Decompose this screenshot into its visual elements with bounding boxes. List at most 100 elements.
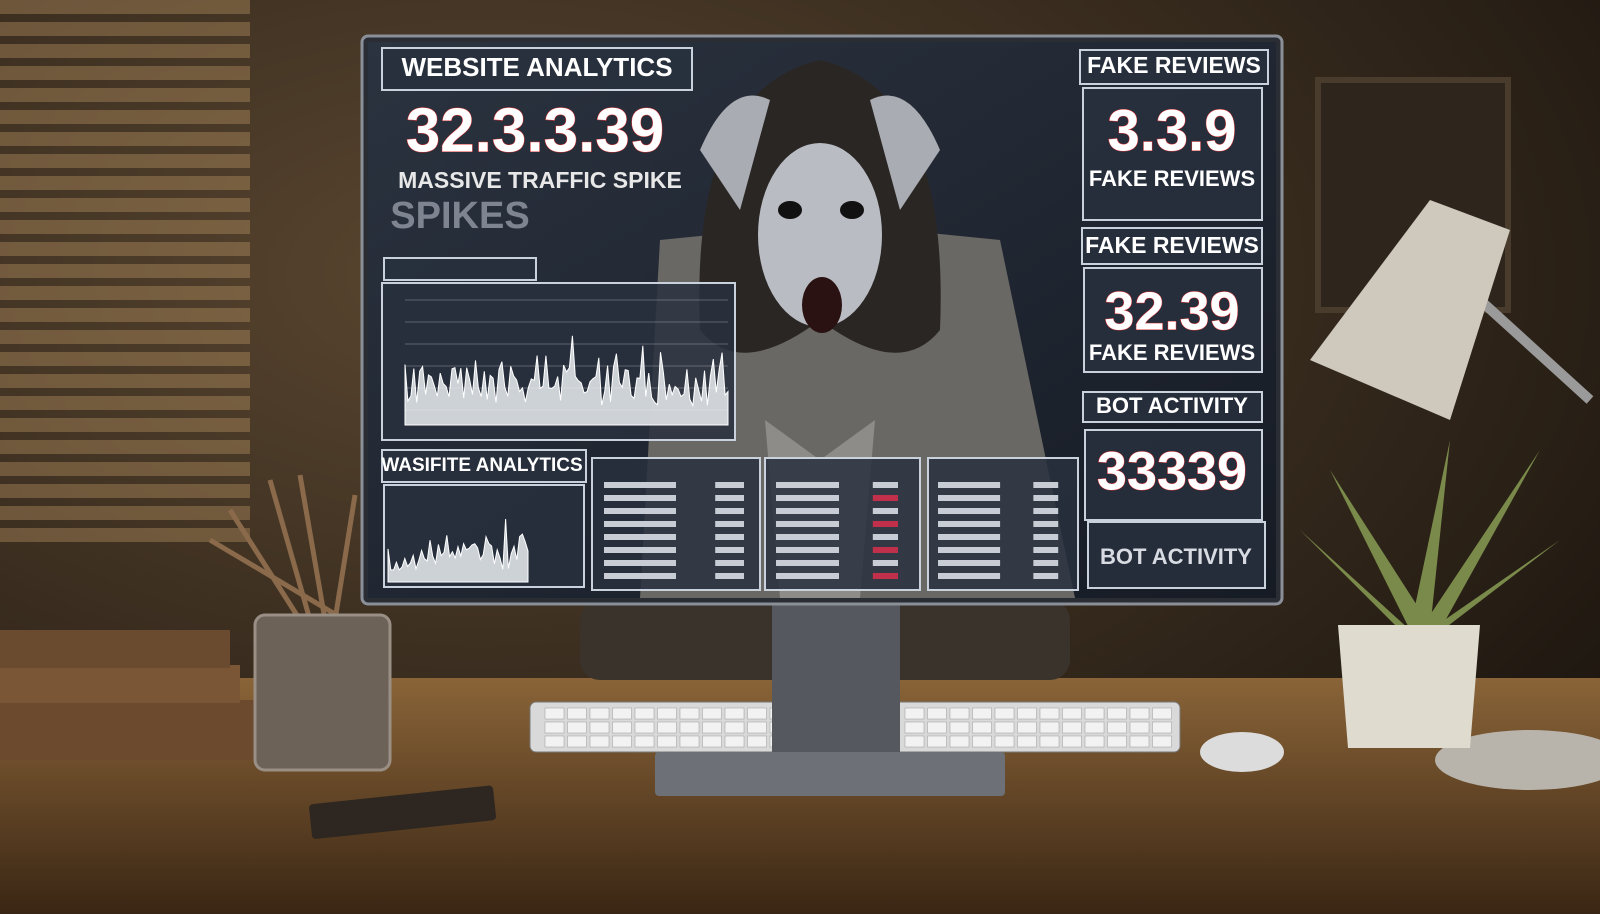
lamp-arm: [1476, 296, 1594, 404]
table-cell: [1033, 521, 1059, 527]
leaf: [1410, 440, 1450, 630]
key: [1084, 721, 1105, 734]
panel-title: BOT ACTIVITY: [1096, 393, 1248, 418]
caption: MASSIVE TRAFFIC SPIKE: [398, 167, 682, 193]
book: [0, 665, 240, 703]
key: [679, 721, 700, 734]
lamp-shade: [1310, 200, 1510, 420]
key: [1017, 721, 1037, 734]
table-cell: [604, 573, 676, 579]
blind-slat: [0, 110, 250, 124]
blind-slat: [0, 66, 250, 80]
table-cell: [872, 521, 898, 527]
table-cell: [604, 534, 676, 540]
table-cell: [776, 573, 839, 579]
eye: [840, 201, 864, 219]
table-cell: [938, 534, 1001, 540]
panel: [1082, 87, 1263, 221]
key: [1152, 721, 1172, 734]
table-cell: [1033, 508, 1059, 514]
blind-slat: [0, 374, 250, 388]
keyboard-keys: [544, 707, 1172, 748]
panel-caption: FAKE REVIEWS: [1089, 166, 1255, 191]
big-number: 32.3.3.39: [406, 96, 665, 165]
key: [679, 735, 700, 748]
table-cell: [715, 560, 744, 566]
key: [544, 735, 565, 748]
blind-slat: [0, 198, 250, 212]
blind-slat: [0, 440, 250, 454]
table-cell: [604, 508, 676, 514]
panel-caption: FAKE REVIEWS: [1089, 340, 1255, 365]
table-cell: [872, 560, 898, 566]
blind-slat: [0, 88, 250, 102]
plant: [1300, 440, 1560, 748]
blind-slat: [0, 154, 250, 168]
phone: [309, 785, 496, 839]
key: [972, 735, 992, 748]
key: [994, 707, 1015, 720]
key: [949, 721, 970, 734]
key: [1017, 735, 1037, 748]
key: [1129, 721, 1150, 734]
monitor-base: [655, 752, 1005, 796]
key: [1062, 721, 1082, 734]
leaf: [1420, 450, 1540, 630]
mouse: [1200, 732, 1284, 772]
key: [544, 721, 565, 734]
pencil: [332, 494, 358, 621]
key: [904, 721, 925, 734]
panel-number: 33339: [1097, 441, 1247, 501]
key: [1062, 707, 1082, 720]
key: [747, 707, 767, 720]
key: [612, 707, 632, 720]
key: [657, 735, 677, 748]
key: [567, 735, 587, 748]
panel-title-box: [1079, 49, 1269, 85]
key: [927, 735, 947, 748]
table-cell: [938, 573, 1001, 579]
panel-title: FAKE REVIEWS: [1087, 52, 1261, 78]
key: [994, 735, 1015, 748]
table-cell: [1033, 573, 1059, 579]
panel: [1083, 267, 1263, 373]
table-cell: [1033, 560, 1059, 566]
table-cell: [715, 482, 744, 488]
traffic-chart-plot: [404, 299, 729, 426]
blind-slat: [0, 264, 250, 278]
key: [634, 721, 655, 734]
blind-slat: [0, 22, 250, 36]
table-cell: [715, 573, 744, 579]
window-blinds: [0, 0, 250, 542]
key: [567, 721, 587, 734]
desk-lamp: [1310, 200, 1600, 790]
table-cell: [872, 482, 898, 488]
key: [1084, 707, 1105, 720]
key: [657, 707, 677, 720]
key: [1107, 721, 1127, 734]
key: [972, 721, 992, 734]
leaf: [1430, 540, 1560, 632]
hand: [870, 95, 940, 210]
panel-title-box: [381, 47, 693, 91]
table-cell: [938, 547, 1001, 553]
panel-title: WASIFITE ANALYTICS: [381, 455, 582, 476]
blind-slat: [0, 220, 250, 234]
small-chart-plot: [387, 518, 529, 583]
key: [612, 721, 632, 734]
panel-title-box: [381, 449, 587, 483]
key: [1062, 735, 1082, 748]
leaf: [1330, 470, 1420, 630]
blind-slat: [0, 176, 250, 190]
blind-slat: [0, 308, 250, 322]
table-cell: [872, 495, 898, 501]
blind-slat: [0, 44, 250, 58]
key: [1129, 735, 1150, 748]
key: [949, 707, 970, 720]
blind-slat: [0, 528, 250, 542]
mouth: [802, 277, 842, 333]
key: [1017, 707, 1037, 720]
panel-title: FAKE REVIEWS: [1085, 232, 1259, 258]
key: [747, 735, 767, 748]
